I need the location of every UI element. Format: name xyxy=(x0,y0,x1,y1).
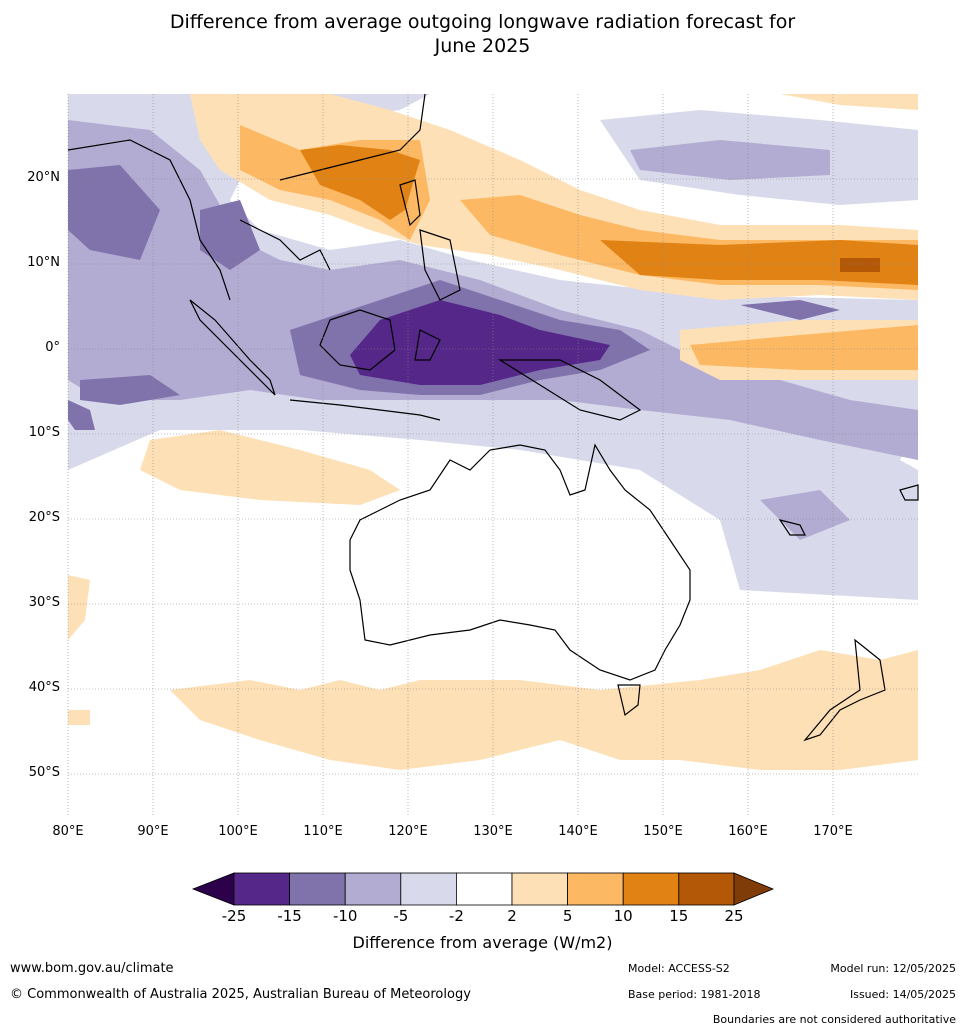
colorbar xyxy=(191,872,775,906)
colorbar-bin xyxy=(344,872,402,906)
lat-label-10s: 10°S xyxy=(28,425,60,440)
colorbar-bin xyxy=(289,872,346,906)
colorbar-tick: -10 xyxy=(332,907,358,925)
website-link[interactable]: www.bom.gov.au/climate xyxy=(10,961,174,976)
model-name: Model: ACCESS-S2 xyxy=(628,962,730,975)
positive-anomaly-regions xyxy=(68,94,918,770)
lat-label-20n: 20°N xyxy=(27,170,60,185)
lat-label-20s: 20°S xyxy=(28,510,60,525)
colorbar-bin xyxy=(455,872,513,906)
colorbar-bin xyxy=(622,872,680,906)
new-caledonia-outline xyxy=(778,519,806,536)
lon-label-170e: 170°E xyxy=(813,824,853,839)
lon-label-90e: 90°E xyxy=(137,824,169,839)
colorbar-tick: -2 xyxy=(448,907,464,925)
title-line-1: Difference from average outgoing longwav… xyxy=(169,11,796,33)
colorbar-tick: 15 xyxy=(669,907,689,925)
colorbar-tick: -5 xyxy=(393,907,409,925)
mainland-outline xyxy=(67,139,231,301)
lon-label-160e: 160°E xyxy=(728,824,768,839)
colorbar-tick: 2 xyxy=(507,907,517,925)
boundary-disclaimer: Boundaries are not considered authoritat… xyxy=(712,1013,956,1026)
sulawesi-outline xyxy=(414,329,441,361)
lat-label-equator: 0° xyxy=(45,340,60,355)
issued-date: Issued: 14/05/2025 xyxy=(849,988,956,1001)
lon-label-150e: 150°E xyxy=(643,824,683,839)
lon-label-130e: 130°E xyxy=(473,824,513,839)
lon-label-120e: 120°E xyxy=(388,824,428,839)
colorbar-bin xyxy=(233,872,290,906)
lat-label-50s: 50°S xyxy=(28,765,60,780)
colorbar-bin xyxy=(678,872,735,906)
model-run-date: Model run: 12/05/2025 xyxy=(830,962,956,975)
colorbar-bin xyxy=(567,872,624,906)
colorbar-tick: 5 xyxy=(562,907,573,925)
lon-label-80e: 80°E xyxy=(52,824,84,839)
colorbar-tick: -15 xyxy=(277,907,302,925)
colorbar-label: Difference from average (W/m2) xyxy=(352,933,613,952)
borneo-outline xyxy=(319,309,396,371)
colorbar-bin xyxy=(400,872,457,906)
colorbar-bin xyxy=(511,872,568,906)
colorbar-extend-low xyxy=(191,872,235,906)
fiji-outline xyxy=(899,484,919,501)
tasmania-outline xyxy=(617,684,641,717)
base-period: Base period: 1981-2018 xyxy=(628,988,761,1001)
copyright-text: © Commonwealth of Australia 2025, Austra… xyxy=(10,987,471,1002)
title-line-2: June 2025 xyxy=(434,35,531,57)
philippines-outline xyxy=(419,229,461,301)
taiwan-outline xyxy=(399,179,421,227)
colorbar-tick: 10 xyxy=(613,907,633,925)
lat-label-30s: 30°S xyxy=(28,595,60,610)
colorbar-tick: -25 xyxy=(221,907,247,925)
colorbar-extend-high xyxy=(733,872,775,906)
new-zealand-outline xyxy=(803,638,886,742)
gridlines xyxy=(67,94,918,816)
colorbar-tick: 25 xyxy=(724,907,744,925)
lon-label-140e: 140°E xyxy=(558,824,598,839)
lon-label-110e: 110°E xyxy=(303,824,343,839)
coastlines xyxy=(67,93,919,742)
map-title: Difference from average outgoing longwav… xyxy=(0,10,965,58)
lon-label-100e: 100°E xyxy=(218,824,258,839)
lat-label-10n: 10°N xyxy=(27,255,60,270)
australia-outline xyxy=(349,443,691,681)
java-outline xyxy=(289,399,441,421)
lat-label-40s: 40°S xyxy=(28,680,60,695)
sumatra-outline xyxy=(189,299,276,396)
new-guinea-outline xyxy=(497,359,642,421)
